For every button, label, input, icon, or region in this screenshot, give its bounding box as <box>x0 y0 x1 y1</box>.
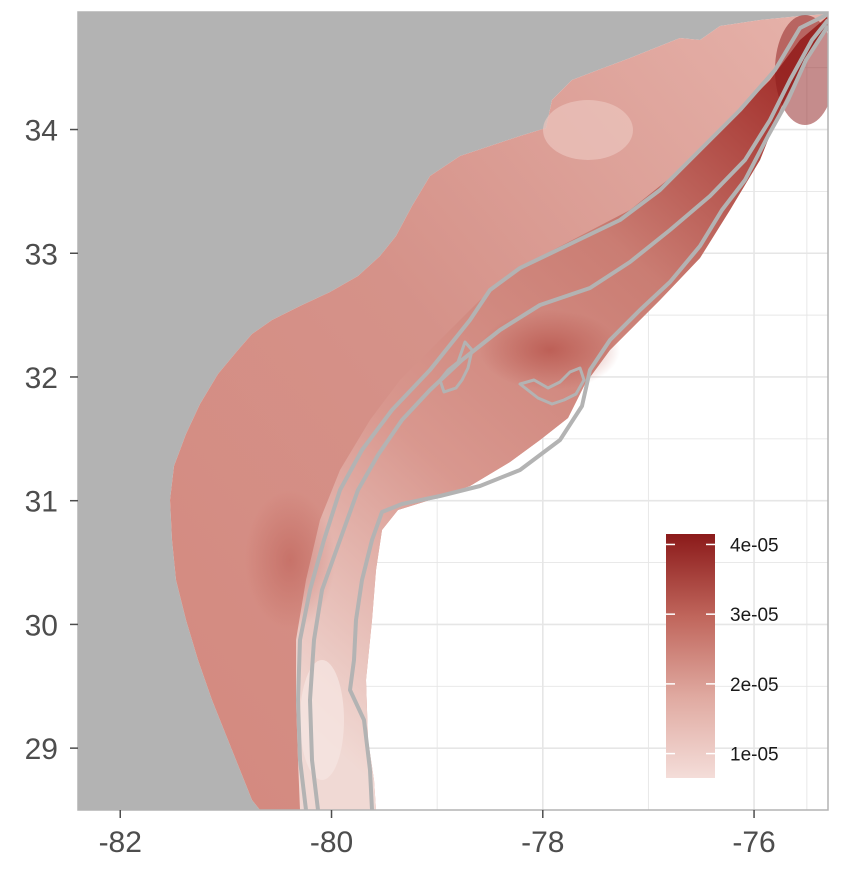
legend-color-bar <box>666 534 715 778</box>
contour-mid <box>308 18 828 810</box>
density-hotspot <box>480 310 620 390</box>
y-tick-label: 30 <box>25 609 58 642</box>
bathymetry-contours <box>296 12 828 810</box>
legend-label: 1e-05 <box>730 745 779 766</box>
legend-label: 4e-05 <box>730 535 779 556</box>
x-tick-label: -78 <box>521 826 564 859</box>
contour-island <box>518 366 586 406</box>
contour-deep <box>348 24 828 810</box>
x-tick-label: -80 <box>310 826 353 859</box>
x-tick-label: -82 <box>99 826 142 859</box>
low-density-patch <box>543 100 633 160</box>
legend-label: 2e-05 <box>730 675 779 696</box>
y-tick-label: 29 <box>25 733 58 766</box>
axes: -82 -80 -78 -76 29 30 31 32 33 34 <box>25 115 776 859</box>
low-density-patch <box>300 660 344 780</box>
contour-shallow <box>296 12 828 810</box>
y-tick-label: 34 <box>25 115 58 148</box>
contour-island <box>438 340 474 394</box>
land-mass <box>78 12 828 810</box>
map-panel-border <box>77 11 829 811</box>
y-tick-label: 31 <box>25 486 58 519</box>
x-tick-label: -76 <box>732 826 775 859</box>
y-tick-label: 32 <box>25 362 58 395</box>
y-tick-label: 33 <box>25 238 58 271</box>
density-hotspot <box>245 490 335 630</box>
color-legend: 4e-05 3e-05 2e-05 1e-05 <box>666 534 779 778</box>
legend-label: 3e-05 <box>730 605 779 626</box>
slope-density-band <box>296 16 828 810</box>
